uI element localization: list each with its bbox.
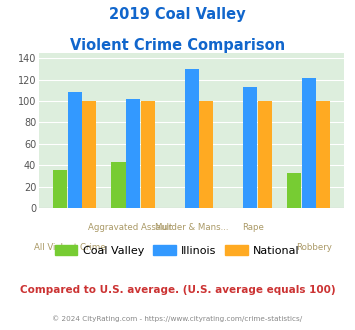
Text: 2019 Coal Valley: 2019 Coal Valley [109,7,246,21]
Bar [67,92,82,208]
Bar [53,171,67,208]
Text: Rape: Rape [242,223,264,232]
Text: Compared to U.S. average. (U.S. average equals 100): Compared to U.S. average. (U.S. average … [20,285,335,295]
Text: All Violent Crime: All Violent Crime [34,243,105,251]
Bar [316,101,331,208]
Bar [82,101,96,208]
Text: Aggravated Assault: Aggravated Assault [88,223,173,232]
Bar [199,101,213,208]
Bar [126,99,140,208]
Text: Robbery: Robbery [296,243,332,251]
Text: Violent Crime Comparison: Violent Crime Comparison [70,38,285,53]
Bar [243,87,257,208]
Text: Murder & Mans...: Murder & Mans... [155,223,229,232]
Bar [111,162,126,208]
Bar [258,101,272,208]
Bar [302,79,316,208]
Bar [141,101,155,208]
Bar [185,69,199,208]
Legend: Coal Valley, Illinois, National: Coal Valley, Illinois, National [51,241,304,260]
Bar [287,173,301,208]
Text: © 2024 CityRating.com - https://www.cityrating.com/crime-statistics/: © 2024 CityRating.com - https://www.city… [53,315,302,322]
